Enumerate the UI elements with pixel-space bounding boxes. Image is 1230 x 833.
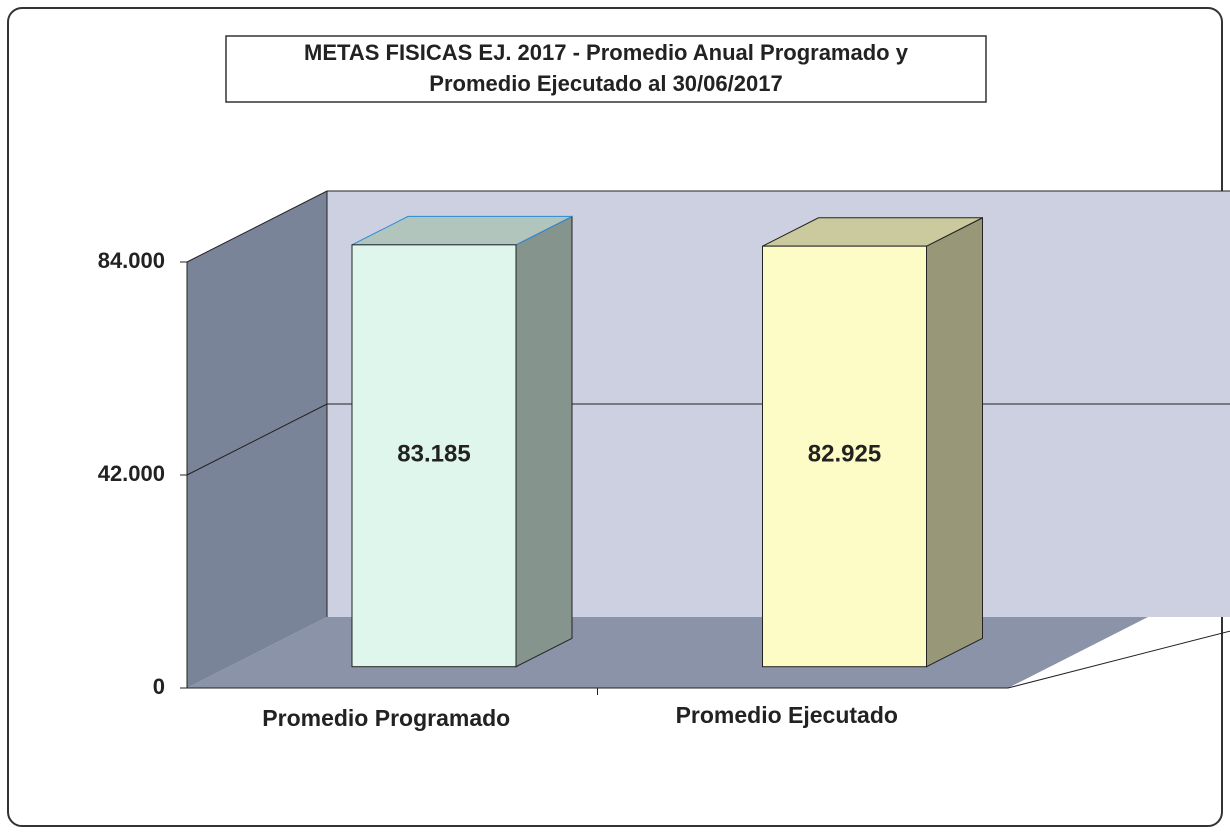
floor <box>187 617 1148 688</box>
x-tick-label: Promedio Programado <box>262 705 510 731</box>
y-tick-label: 0 <box>153 674 165 699</box>
x-tick-label: Promedio Ejecutado <box>676 702 898 728</box>
bar-side <box>926 216 983 668</box>
floor-edge <box>187 630 1230 689</box>
value-label: 83.185 <box>397 440 470 467</box>
bar-side <box>515 215 573 668</box>
bar <box>762 245 927 668</box>
title-box <box>225 35 987 103</box>
value-label: 82.925 <box>808 440 881 467</box>
y-tick-label: 84.000 <box>98 248 165 273</box>
bar <box>351 244 517 668</box>
chart-title: METAS FISICAS EJ. 2017 - Promedio Anual … <box>304 40 909 65</box>
chart-title: Promedio Ejecutado al 30/06/2017 <box>429 71 782 96</box>
y-tick-label: 42.000 <box>98 461 165 486</box>
